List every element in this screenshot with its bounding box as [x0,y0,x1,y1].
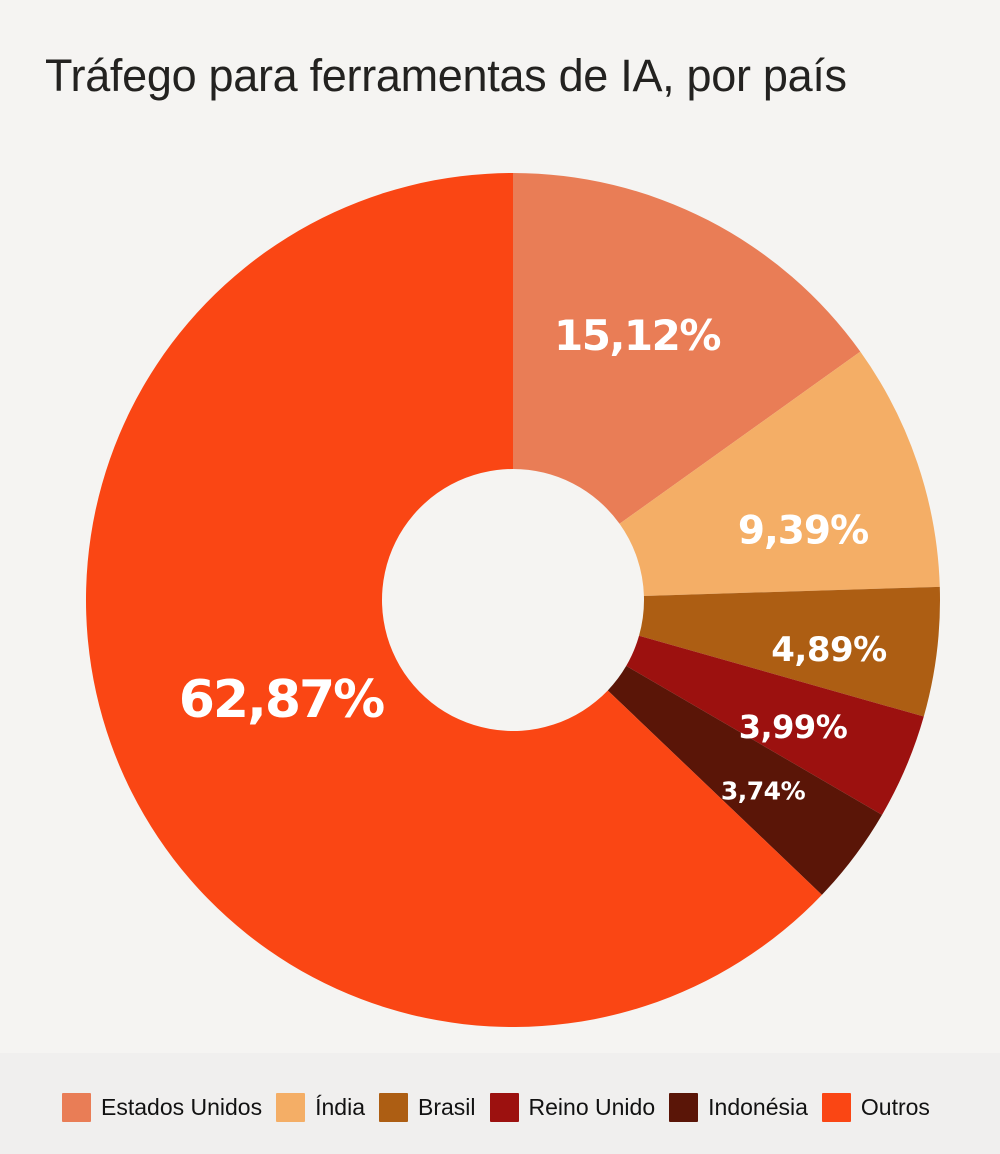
legend-label-brasil: Brasil [418,1094,476,1120]
legend-label-indonesia: Indonésia [708,1094,808,1120]
legend-swatch-outros [821,1093,851,1122]
legend-swatch-reino-unido [489,1093,519,1122]
legend-item-reino-unido[interactable]: Reino Unido [489,1093,656,1122]
slice-value-label-outros: 62,87% [178,670,386,730]
legend-item-india[interactable]: Índia [276,1093,365,1122]
legend-swatch-estados-unidos [62,1093,91,1122]
slice-value-label-estados-unidos: 15,12% [554,311,721,360]
legend-label-reino-unido: Reino Unido [528,1094,656,1120]
pie-slice-india[interactable] [619,351,940,596]
pie-slice-indonesia[interactable] [607,665,883,895]
legend-item-estados-unidos[interactable]: Estados Unidos [62,1093,262,1122]
legend-label-outros: Outros [860,1094,930,1120]
slice-value-label-india: 9,39% [737,508,869,554]
legend-swatch-brasil [379,1093,408,1122]
pie-slice-outros[interactable] [85,173,822,1028]
legend-swatch-india [276,1093,306,1122]
legend-item-brasil[interactable]: Brasil [379,1093,476,1122]
slice-value-label-brasil: 4,89% [771,630,887,670]
pie-slice-reino-unido[interactable] [626,635,924,815]
slice-value-label-indonesia: 3,74% [720,776,806,806]
pie-slice-brasil[interactable] [639,586,941,717]
donut-chart-svg [85,173,941,1028]
legend-swatch-indonesia [669,1093,699,1122]
slice-value-label-reino-unido: 3,99% [738,708,848,746]
pie-slice-estados-unidos[interactable] [513,173,861,524]
donut-chart: 15,12% 9,39% 4,89% 3,99% 3,74% 62,87% [85,173,941,1028]
legend-item-indonesia[interactable]: Indonésia [669,1093,808,1122]
legend-label-estados-unidos: Estados Unidos [101,1094,263,1120]
legend-label-india: Índia [315,1094,365,1120]
legend-item-outros[interactable]: Outros [821,1093,930,1122]
chart-title: Tráfego para ferramentas de IA, por país [45,50,847,101]
legend: Estados Unidos Índia Brasil Reino Unido Indo… [0,1053,1000,1154]
